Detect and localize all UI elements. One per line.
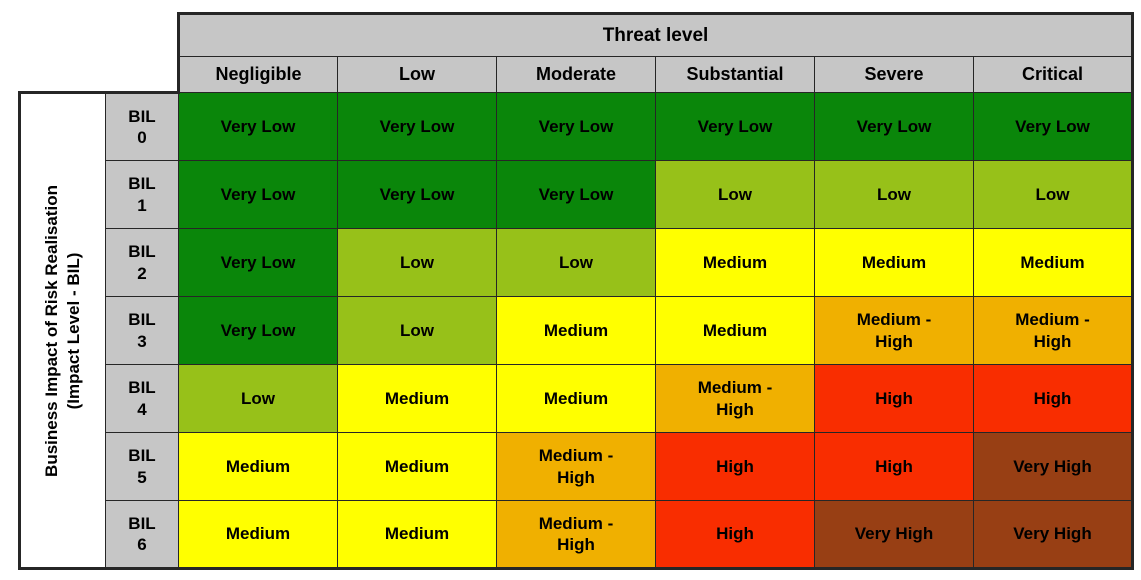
risk-cell-very-low: Very Low [178, 92, 338, 161]
matrix-body: Threat level Negligible Low Moderate Sub… [18, 12, 1134, 570]
risk-cell-medium: Medium [496, 364, 656, 433]
col-header-critical: Critical [973, 56, 1134, 93]
y-axis-label: Business Impact of Risk Realisation (Impa… [18, 91, 106, 570]
risk-cell-low: Low [178, 364, 338, 433]
bil-row: Business Impact of Risk Realisation (Impa… [18, 91, 1134, 570]
risk-cell-medium: Medium [814, 228, 974, 297]
threat-level-title: Threat level [177, 12, 1134, 57]
y-axis-label-line2: (Impact Level - BIL) [64, 252, 83, 409]
row-header-bil: BIL 1 [105, 160, 179, 229]
row-header-bil: BIL 4 [105, 364, 179, 433]
col-header-negligible: Negligible [177, 56, 338, 93]
risk-cell-medium-high: Medium - High [496, 432, 656, 501]
risk-cell-very-high: Very High [814, 500, 974, 570]
risk-cell-low: Low [337, 296, 497, 365]
row-header-bil: BIL 5 [105, 432, 179, 501]
risk-cell-very-low: Very Low [178, 228, 338, 297]
risk-cell-low: Low [496, 228, 656, 297]
col-header-severe: Severe [814, 56, 974, 93]
col-header-substantial: Substantial [655, 56, 815, 93]
risk-cell-very-low: Very Low [496, 160, 656, 229]
bil-row: BIL 2 Very Low Low Low Medium Medium Medium [20, 228, 1134, 297]
risk-cell-medium: Medium [973, 228, 1134, 297]
risk-cell-high: High [973, 364, 1134, 433]
corner-spacer [19, 56, 179, 93]
risk-cell-very-low: Very Low [178, 160, 338, 229]
risk-cell-medium: Medium [178, 500, 338, 570]
risk-cell-very-low: Very Low [973, 92, 1134, 161]
risk-cell-medium-high: Medium - High [973, 296, 1134, 365]
row-header-bil: BIL 2 [105, 228, 179, 297]
col-header-moderate: Moderate [496, 56, 656, 93]
bil-row: BIL 6 Medium Medium Medium - High High Very H… [20, 500, 1134, 570]
corner-spacer [19, 13, 179, 57]
risk-cell-very-high: Very High [973, 500, 1134, 570]
y-axis-label-line1: Business Impact of Risk Realisation [41, 184, 61, 477]
risk-cell-very-low: Very Low [337, 92, 497, 161]
risk-cell-medium: Medium [496, 296, 656, 365]
risk-cell-high: High [655, 500, 815, 570]
risk-cell-medium: Medium [655, 296, 815, 365]
risk-cell-very-low: Very Low [337, 160, 497, 229]
risk-cell-very-low: Very Low [496, 92, 656, 161]
risk-cell-medium-high: Medium - High [655, 364, 815, 433]
risk-cell-medium: Medium [337, 432, 497, 501]
risk-cell-medium: Medium [178, 432, 338, 501]
risk-cell-medium-high: Medium - High [814, 296, 974, 365]
risk-cell-medium: Medium [337, 364, 497, 433]
risk-cell-medium-high: Medium - High [496, 500, 656, 570]
row-header-bil: BIL 0 [105, 91, 179, 161]
threat-title-row: Threat level [19, 12, 1134, 57]
risk-matrix-table: Threat level Negligible Low Moderate Sub… [18, 12, 1134, 570]
risk-cell-very-low: Very Low [814, 92, 974, 161]
bil-row: BIL 5 Medium Medium Medium - High High High Ve… [20, 432, 1134, 501]
risk-cell-high: High [814, 432, 974, 501]
bil-row: BIL 3 Very Low Low Medium Medium Medium - Hig… [20, 296, 1134, 365]
row-header-bil: BIL 6 [105, 500, 179, 570]
risk-cell-very-low: Very Low [178, 296, 338, 365]
risk-cell-medium: Medium [655, 228, 815, 297]
row-header-bil: BIL 3 [105, 296, 179, 365]
risk-cell-high: High [655, 432, 815, 501]
risk-cell-medium: Medium [337, 500, 497, 570]
col-header-low: Low [337, 56, 497, 93]
risk-cell-very-low: Very Low [655, 92, 815, 161]
column-header-row: Negligible Low Moderate Substantial Seve… [19, 56, 1134, 93]
risk-cell-low: Low [337, 228, 497, 297]
risk-cell-very-high: Very High [973, 432, 1134, 501]
risk-cell-high: High [814, 364, 974, 433]
risk-cell-low: Low [655, 160, 815, 229]
risk-cell-low: Low [814, 160, 974, 229]
risk-cell-low: Low [973, 160, 1134, 229]
bil-row: BIL 1 Very Low Very Low Very Low Low Low Low [20, 160, 1134, 229]
bil-row: BIL 4 Low Medium Medium Medium - High High Hig… [20, 364, 1134, 433]
